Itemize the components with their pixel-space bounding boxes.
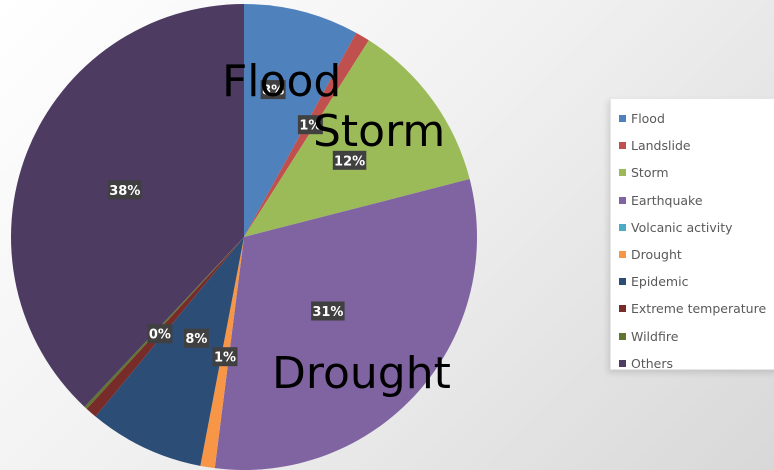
- pie-slices: [10, 3, 477, 470]
- data-label-earthquake: 31%: [311, 301, 345, 321]
- data-label-others: 38%: [108, 180, 142, 200]
- legend-item-earthquake: Earthquake: [619, 187, 774, 214]
- legend-swatch: [619, 359, 626, 367]
- legend-label: Flood: [631, 111, 665, 127]
- annotation-flood: Flood: [222, 56, 341, 107]
- legend-label: Extreme temperature: [631, 301, 767, 317]
- legend-label: Storm: [631, 165, 669, 181]
- legend-item-drought: Drought: [619, 241, 774, 268]
- legend-item-extreme-temperature: Extreme temperature: [619, 295, 774, 322]
- data-label-text: 31%: [312, 305, 343, 320]
- data-labels: 8% 1% 12% 31% 1% 8% 0% 38%: [108, 80, 367, 367]
- legend-label: Volcanic activity: [631, 219, 733, 235]
- legend: Flood Landslide Storm Earthquake Volcanic ac…: [610, 98, 774, 371]
- legend-item-storm: Storm: [619, 159, 774, 186]
- pie-slice-others: [10, 3, 245, 407]
- annotation-storm: Storm: [313, 106, 445, 157]
- legend-label: Wildfire: [631, 328, 679, 344]
- pie-slice-storm: [244, 40, 470, 237]
- legend-swatch: [619, 332, 626, 340]
- pie-slice-wildfire: [84, 237, 244, 409]
- data-label-landslide: 1%: [297, 115, 323, 135]
- data-label-text: 8%: [185, 332, 207, 347]
- pie-slice-landslide: [244, 32, 369, 237]
- data-label-storm: 12%: [332, 150, 367, 170]
- legend-label: Earthquake: [631, 192, 703, 208]
- legend-swatch: [619, 278, 626, 286]
- legend-item-volcanic-activity: Volcanic activity: [619, 214, 774, 241]
- legend-item-flood: Flood: [619, 105, 774, 132]
- data-label-text: 12%: [334, 154, 365, 169]
- legend-label: Others: [631, 355, 674, 371]
- legend-item-landslide: Landslide: [619, 132, 774, 159]
- legend-swatch: [619, 251, 626, 259]
- data-label-text: 0%: [149, 328, 171, 343]
- annotation-drought: Drought: [272, 348, 451, 399]
- legend-swatch: [619, 142, 626, 150]
- data-label-extreme-temperature: 0%: [147, 324, 173, 344]
- data-label-epidemic: 8%: [183, 328, 209, 348]
- pie-slice-earthquake: [214, 179, 477, 470]
- data-label-text: 1%: [299, 119, 321, 134]
- data-label-flood: 8%: [260, 80, 286, 100]
- legend-swatch: [619, 169, 626, 177]
- legend-item-others: Others: [619, 350, 774, 377]
- legend-item-epidemic: Epidemic: [619, 268, 774, 295]
- legend-label: Epidemic: [631, 274, 689, 290]
- legend-swatch: [619, 115, 626, 123]
- legend-label: Drought: [631, 247, 682, 263]
- legend-item-wildfire: Wildfire: [619, 323, 774, 350]
- legend-label: Landslide: [631, 138, 691, 154]
- data-label-text: 8%: [262, 84, 284, 99]
- data-label-text: 1%: [214, 351, 236, 366]
- legend-swatch: [619, 223, 626, 231]
- legend-swatch: [619, 196, 626, 204]
- pie-slice-epidemic: [95, 237, 244, 466]
- data-label-drought: 1%: [212, 347, 238, 367]
- data-label-text: 38%: [109, 184, 140, 199]
- legend-swatch: [619, 305, 626, 313]
